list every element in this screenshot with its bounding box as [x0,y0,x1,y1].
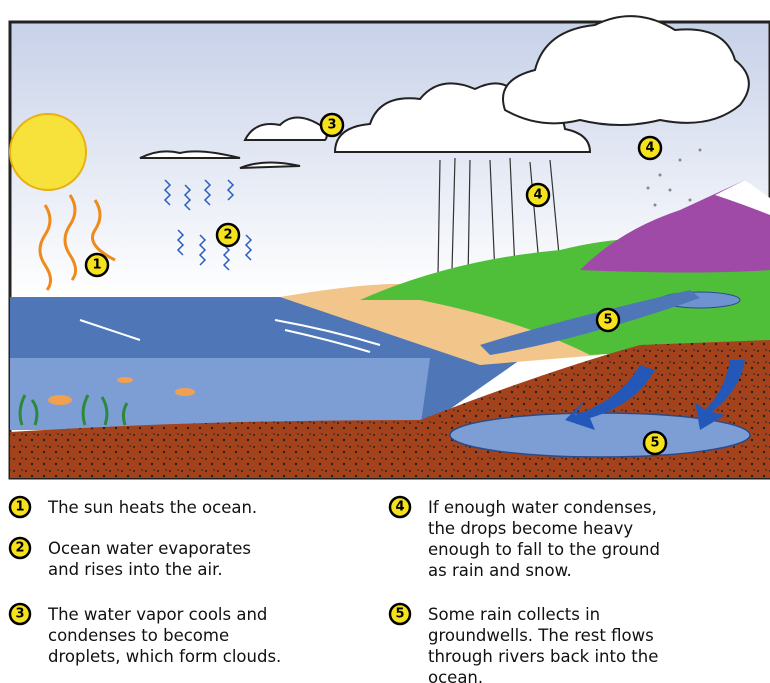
legend-item: 4 If enough water condenses, the drops bec… [390,497,660,580]
legend-item: 3 The water vapor cools and condenses to b… [10,604,281,666]
legend-text-line: Some rain collects in [428,605,600,624]
legend-number-badge: 4 [390,497,410,517]
legend-text-line: the drops become heavy [428,519,633,538]
marker-label: 1 [92,258,101,273]
marker-label: 5 [650,436,659,451]
marker: 5 [597,309,619,331]
legend-text-line: condenses to become [48,626,229,645]
marker: 2 [217,224,239,246]
legend-text-line: groundwells. The rest flows [428,626,654,645]
legend-text-line: droplets, which form clouds. [48,647,281,666]
legend-text-line: ocean. [428,668,483,683]
marker-label: 4 [533,188,542,203]
legend-number-badge: 2 [10,538,30,558]
legend-item: 5 Some rain collects in groundwells. The r… [390,604,658,683]
legend-item: 1 The sun heats the ocean. [10,497,257,517]
marker: 4 [527,184,549,206]
legend-text-line: If enough water condenses, [428,498,657,517]
legend-text-line: The sun heats the ocean. [47,498,257,517]
legend: 1 The sun heats the ocean. 2 Ocean water ev… [10,497,660,683]
marker-label: 4 [645,141,654,156]
legend-text-line: through rivers back into the [428,647,658,666]
legend-text-line: and rises into the air. [48,560,223,579]
legend-text-line: Ocean water evaporates [48,539,251,558]
legend-number-badge: 5 [390,604,410,624]
legend-item: 2 Ocean water evaporates and rises into th… [10,538,251,579]
illustration [10,16,770,478]
legend-number: 3 [15,607,24,622]
legend-number-badge: 1 [10,497,30,517]
legend-text-line: enough to fall to the ground [428,540,660,559]
water-cycle-diagram: 1 2 3 4 4 5 5 1 The sun heats the ocean. 2… [0,0,770,683]
marker-label: 3 [327,118,336,133]
marker-label: 2 [223,228,232,243]
legend-number: 5 [395,607,404,622]
legend-text-line: as rain and snow. [428,561,572,580]
marker: 3 [321,114,343,136]
marker-label: 5 [603,313,612,328]
legend-number-badge: 3 [10,604,30,624]
legend-text-line: The water vapor cools and [47,605,267,624]
marker: 1 [86,254,108,276]
marker: 5 [644,432,666,454]
legend-number: 2 [15,541,24,556]
legend-number: 1 [15,500,24,515]
legend-number: 4 [395,500,404,515]
marker: 4 [639,137,661,159]
